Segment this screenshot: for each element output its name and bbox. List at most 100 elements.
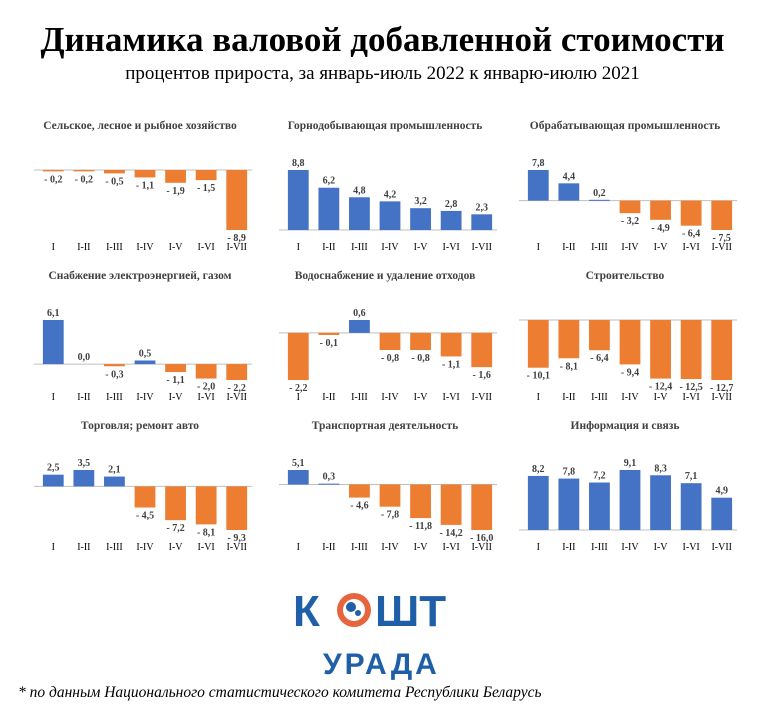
x-tick-label: I-VI xyxy=(683,542,700,553)
data-label: - 0,5 xyxy=(105,176,123,187)
bar xyxy=(226,364,248,380)
bar xyxy=(73,170,95,172)
data-label: - 4,6 xyxy=(350,501,368,512)
data-label: - 8,1 xyxy=(560,361,578,372)
data-label: - 8,9 xyxy=(228,233,246,244)
x-tick-label: I-IV xyxy=(381,542,399,553)
data-label: 7,1 xyxy=(685,471,698,482)
data-label: 2,5 xyxy=(47,463,60,474)
bar xyxy=(558,183,580,201)
chart-ict: Информация и связь 8,2 I 7,8 I-II 7,2 I-III 9,… xyxy=(505,418,745,568)
bar xyxy=(287,170,309,230)
x-tick-label: I-V xyxy=(654,392,669,403)
data-label: - 12,5 xyxy=(679,382,702,393)
logo-letters-sht: ШТ xyxy=(375,587,446,636)
logo-letter-k: К xyxy=(293,587,320,636)
data-label: 0,2 xyxy=(593,188,606,199)
x-tick-label: I-VII xyxy=(226,542,247,553)
data-label: - 6,4 xyxy=(590,353,608,364)
data-label: 0,3 xyxy=(323,472,336,483)
x-tick-label: I xyxy=(537,242,540,253)
chart-trade: Торговля; ремонт авто 2,5 I 3,5 I-II 2,1 I-II… xyxy=(20,418,260,568)
bar xyxy=(527,475,549,530)
data-label: 4,9 xyxy=(715,486,728,497)
bar-chart-svg: 8,2 I 7,8 I-II 7,2 I-III 9,1 I-IV 8,3 I-V 7,1 I-VI 4… xyxy=(519,458,737,553)
data-label: 2,8 xyxy=(445,199,458,210)
bar xyxy=(42,474,64,487)
data-label: - 7,5 xyxy=(713,233,731,244)
x-tick-label: I-IV xyxy=(621,242,639,253)
data-label: - 1,5 xyxy=(197,183,215,194)
data-label: - 0,8 xyxy=(411,353,429,364)
bar xyxy=(104,364,125,367)
x-tick-label: I-III xyxy=(351,392,368,403)
data-label: 6,2 xyxy=(323,176,336,187)
data-label: - 6,4 xyxy=(682,229,700,240)
x-tick-label: I-VI xyxy=(198,242,215,253)
bar xyxy=(527,320,549,368)
chart-construction: Строительство - 10,1 I - 8,1 I-II - 6,4 I-III… xyxy=(505,268,745,418)
bar-chart-svg: - 10,1 I - 8,1 I-II - 6,4 I-III - 9,4 I-IV - 12,… xyxy=(519,319,737,403)
data-label: 3,5 xyxy=(78,458,91,469)
x-tick-label: I-V xyxy=(169,392,184,403)
logo-graphic: К ШТ УРАДА xyxy=(293,587,446,681)
data-label: 4,8 xyxy=(353,185,366,196)
logo-bottom-text: УРАДА xyxy=(323,648,440,680)
bar xyxy=(42,170,64,172)
bar xyxy=(73,470,95,487)
x-tick-label: I xyxy=(297,242,300,253)
bar xyxy=(589,482,610,530)
x-tick-label: I xyxy=(52,542,55,553)
x-tick-label: I-VII xyxy=(226,392,247,403)
bar xyxy=(440,332,462,357)
data-label: 7,8 xyxy=(563,467,576,478)
bar xyxy=(165,170,186,183)
bar xyxy=(349,197,370,230)
data-label: - 3,2 xyxy=(621,216,639,227)
bar xyxy=(527,170,549,201)
x-tick-label: I-III xyxy=(591,242,608,253)
x-tick-label: I-III xyxy=(351,242,368,253)
data-label: - 1,1 xyxy=(442,359,460,370)
data-label: 8,2 xyxy=(532,464,545,475)
bar xyxy=(318,483,340,485)
data-label: - 8,1 xyxy=(197,527,215,538)
data-label: - 1,1 xyxy=(136,180,154,191)
chart-title: Торговля; ремонт авто xyxy=(80,420,200,432)
data-label: 4,2 xyxy=(384,189,397,200)
bar xyxy=(226,170,248,230)
data-label: 2,1 xyxy=(108,465,121,476)
bar xyxy=(619,470,641,530)
data-label: - 4,5 xyxy=(136,511,154,522)
bar xyxy=(134,170,156,178)
bar xyxy=(165,364,186,373)
bar xyxy=(104,476,125,487)
x-tick-label: I-VI xyxy=(198,392,215,403)
data-label: 5,1 xyxy=(292,458,305,469)
bar xyxy=(471,214,493,230)
chart-title: Обрабатывающая промышленность xyxy=(529,120,721,132)
x-tick-label: I-V xyxy=(414,242,429,253)
x-tick-label: I xyxy=(297,542,300,553)
bar xyxy=(134,486,156,508)
data-label: - 1,1 xyxy=(166,375,184,386)
bar xyxy=(680,320,702,380)
data-label: - 9,4 xyxy=(621,367,639,378)
x-tick-label: I xyxy=(537,542,540,553)
bar xyxy=(318,187,340,230)
bar-chart-svg: - 0,2 I - 0,2 I-II - 0,5 I-III - 1,1 I-IV - 1,9 I… xyxy=(34,169,252,253)
x-tick-label: I-VII xyxy=(711,542,732,553)
chart-mining: Горнодобывающая промышленность 8,8 I 6,2 I-… xyxy=(265,118,505,268)
bar xyxy=(349,484,370,498)
bar xyxy=(650,200,671,220)
data-label: - 9,3 xyxy=(228,533,246,544)
x-tick-label: I-VII xyxy=(226,242,247,253)
x-tick-label: I-VII xyxy=(471,242,492,253)
x-tick-label: I-VI xyxy=(443,242,460,253)
x-tick-label: I-V xyxy=(654,542,669,553)
data-label: - 2,2 xyxy=(228,383,246,394)
bar xyxy=(711,497,733,530)
data-label: 7,8 xyxy=(532,158,545,169)
data-label: - 14,2 xyxy=(439,528,462,539)
x-tick-label: I-VII xyxy=(711,392,732,403)
